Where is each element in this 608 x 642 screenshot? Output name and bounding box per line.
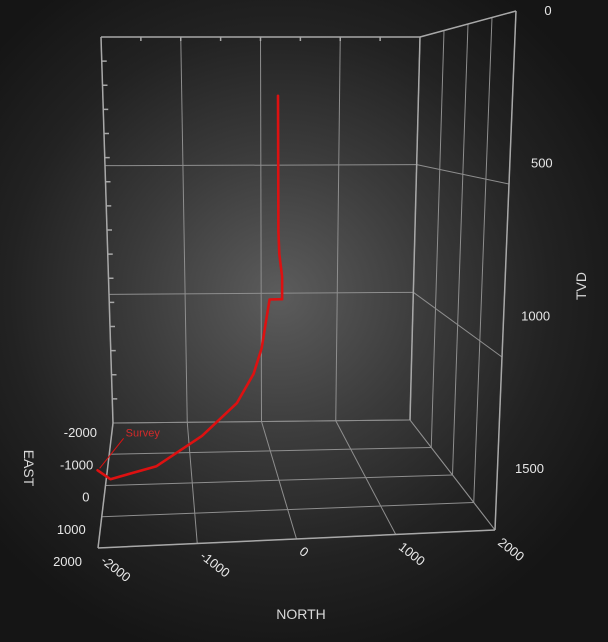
series-label-survey: Survey [126, 427, 161, 439]
tvd-tick-label: 1000 [521, 308, 550, 323]
grid-line [413, 291, 503, 358]
series-layer: Survey [96, 94, 284, 481]
tvd-axis-title: TVD [573, 272, 589, 300]
frame-edge [419, 10, 517, 38]
north-tick-labels: -2000 -1000 0 1000 2000 [98, 535, 527, 585]
tvd-tick-label: 0 [544, 3, 551, 18]
grid-line [109, 447, 432, 455]
tick-marks [101, 37, 381, 400]
east-tick-labels: -2000 -1000 0 1000 2000 [53, 425, 97, 569]
series-label-leader [99, 438, 125, 469]
grid-line [112, 419, 411, 424]
tvd-tick-label: 500 [531, 156, 553, 171]
frame-edge [97, 422, 114, 549]
grid-line [335, 36, 341, 421]
frame-edge [494, 10, 517, 531]
north-tick-label: 0 [297, 544, 312, 560]
north-axis-title: NORTH [276, 606, 326, 622]
east-axis-title: EAST [21, 450, 37, 487]
grid-line [416, 164, 510, 185]
grid-lines [97, 10, 517, 549]
grid-line [105, 474, 453, 486]
frame-edge [97, 529, 496, 549]
east-tick-label: -1000 [60, 457, 93, 472]
grid-line [108, 291, 414, 295]
grid-line [104, 164, 417, 167]
east-tick-label: 2000 [53, 554, 82, 569]
east-tick-label: -2000 [64, 425, 97, 440]
grid-line [260, 36, 262, 422]
north-tick-label: -2000 [98, 553, 133, 585]
north-tick-label: 2000 [495, 535, 527, 565]
grid-line [473, 17, 493, 503]
east-tick-label: 1000 [57, 522, 86, 537]
series-line-survey [96, 94, 284, 481]
grid-line [430, 30, 445, 448]
frame-edge [409, 36, 421, 421]
north-tick-label: -1000 [197, 548, 232, 580]
grid-line [180, 36, 188, 423]
grid-line [101, 502, 474, 518]
tvd-tick-label: 1500 [515, 461, 544, 476]
north-tick-label: 1000 [396, 539, 428, 569]
east-tick-label: 0 [82, 490, 89, 505]
axis-frame [97, 10, 517, 549]
tvd-tick-labels: 0 500 1000 1500 [515, 3, 553, 476]
grid-line [452, 23, 469, 476]
